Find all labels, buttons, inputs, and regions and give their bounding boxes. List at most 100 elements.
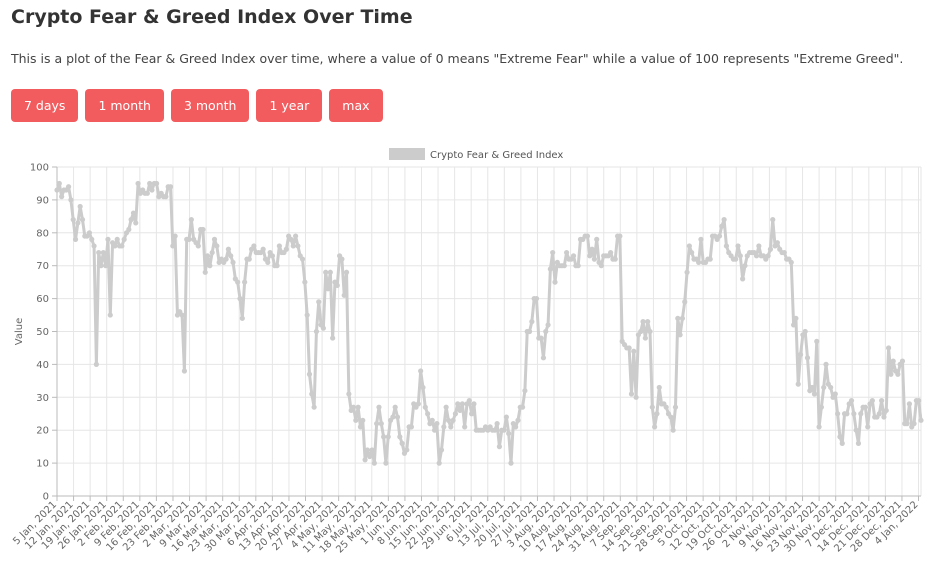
data-point[interactable] (672, 404, 679, 410)
data-point[interactable] (503, 414, 509, 420)
data-point[interactable] (677, 332, 683, 338)
data-point[interactable] (529, 319, 535, 325)
data-point[interactable] (355, 404, 361, 410)
data-point[interactable] (906, 401, 913, 407)
data-point[interactable] (204, 253, 211, 259)
data-point[interactable] (633, 394, 639, 400)
data-point[interactable] (415, 401, 421, 407)
data-point[interactable] (494, 421, 500, 427)
data-point[interactable] (119, 243, 125, 249)
data-point[interactable] (640, 319, 646, 325)
range-1-month-button[interactable]: 1 month (85, 89, 164, 122)
data-point[interactable] (563, 249, 570, 256)
data-point[interactable] (647, 328, 653, 335)
data-point[interactable] (638, 328, 644, 335)
data-point[interactable] (341, 292, 347, 298)
data-point[interactable] (59, 194, 65, 200)
data-point[interactable] (689, 249, 695, 256)
data-point[interactable] (612, 256, 618, 262)
data-point[interactable] (225, 246, 232, 252)
data-point[interactable] (832, 391, 838, 397)
data-point[interactable] (594, 236, 600, 242)
data-point[interactable] (628, 391, 635, 397)
data-point[interactable] (274, 263, 280, 269)
data-point[interactable] (471, 401, 477, 407)
data-point[interactable] (742, 263, 748, 269)
data-point[interactable] (466, 397, 472, 404)
data-point[interactable] (587, 253, 593, 259)
data-point[interactable] (242, 279, 248, 285)
data-point[interactable] (302, 279, 308, 285)
data-point[interactable] (107, 312, 113, 318)
data-point[interactable] (513, 424, 519, 430)
data-point[interactable] (292, 233, 299, 239)
data-point[interactable] (462, 424, 468, 430)
data-point[interactable] (96, 249, 102, 256)
data-point[interactable] (617, 233, 623, 239)
data-point[interactable] (353, 417, 359, 423)
data-point[interactable] (397, 434, 403, 440)
data-point[interactable] (645, 319, 651, 325)
data-point[interactable] (230, 259, 236, 266)
data-point[interactable] (202, 269, 208, 275)
data-point[interactable] (65, 184, 72, 190)
data-point[interactable] (378, 421, 384, 427)
data-point[interactable] (154, 180, 160, 187)
data-point[interactable] (103, 263, 109, 269)
data-point[interactable] (112, 243, 118, 249)
data-point[interactable] (865, 424, 871, 430)
data-point[interactable] (327, 269, 333, 275)
data-point[interactable] (515, 417, 521, 423)
data-point[interactable] (598, 263, 604, 269)
data-point[interactable] (434, 421, 440, 427)
data-point[interactable] (844, 411, 850, 417)
data-point[interactable] (75, 220, 81, 226)
data-point[interactable] (364, 447, 370, 453)
data-point[interactable] (425, 411, 431, 417)
data-point[interactable] (879, 397, 885, 404)
data-point[interactable] (816, 424, 822, 430)
data-point[interactable] (804, 355, 811, 361)
data-point[interactable] (737, 253, 743, 259)
data-point[interactable] (774, 240, 780, 246)
data-point[interactable] (374, 421, 380, 427)
data-point[interactable] (883, 407, 889, 414)
data-point[interactable] (228, 253, 234, 259)
data-point[interactable] (304, 312, 310, 318)
data-point[interactable] (584, 233, 591, 239)
data-point[interactable] (362, 457, 368, 463)
data-point[interactable] (214, 243, 220, 249)
data-point[interactable] (91, 243, 97, 249)
data-point[interactable] (309, 391, 315, 397)
data-point[interactable] (121, 236, 127, 242)
data-point[interactable] (343, 269, 350, 275)
data-point[interactable] (719, 223, 725, 229)
data-point[interactable] (788, 259, 794, 266)
data-point[interactable] (802, 328, 808, 335)
data-point[interactable] (642, 335, 648, 341)
data-point[interactable] (149, 187, 155, 193)
range-3-month-button[interactable]: 3 month (170, 89, 250, 122)
data-point[interactable] (128, 217, 134, 223)
data-point[interactable] (394, 414, 401, 420)
data-point[interactable] (654, 411, 660, 417)
data-point[interactable] (899, 358, 906, 364)
data-point[interactable] (320, 325, 326, 331)
range-1-year-button[interactable]: 1 year (256, 89, 323, 122)
data-point[interactable] (179, 312, 185, 318)
data-point[interactable] (346, 391, 352, 397)
data-point[interactable] (404, 447, 410, 453)
data-point[interactable] (770, 217, 776, 223)
data-point[interactable] (371, 460, 377, 466)
data-point[interactable] (429, 417, 435, 423)
data-point[interactable] (723, 243, 730, 249)
data-point[interactable] (916, 397, 922, 404)
data-point[interactable] (237, 296, 243, 302)
data-point[interactable] (522, 388, 528, 394)
data-point[interactable] (381, 434, 387, 440)
data-point[interactable] (823, 361, 829, 367)
data-point[interactable] (288, 236, 294, 242)
data-point[interactable] (835, 411, 841, 417)
data-point[interactable] (86, 230, 93, 236)
data-point[interactable] (420, 384, 426, 391)
